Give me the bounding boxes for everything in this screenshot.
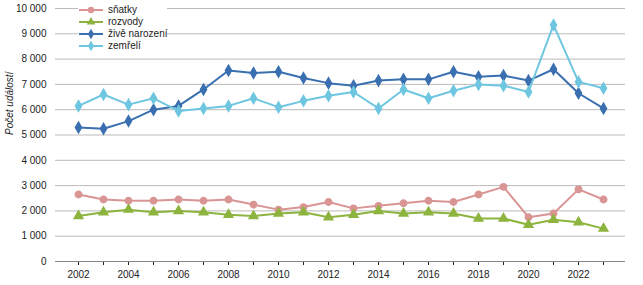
svg-text:2012: 2012	[317, 269, 340, 280]
svg-text:4 000: 4 000	[21, 155, 46, 166]
svg-text:6 000: 6 000	[21, 104, 46, 115]
svg-text:7 000: 7 000	[21, 79, 46, 90]
svg-text:9 000: 9 000	[21, 28, 46, 39]
svg-text:2002: 2002	[67, 269, 90, 280]
svg-text:0: 0	[41, 256, 47, 267]
html-text:živě narození: živě narození	[108, 28, 168, 39]
html-text:zemřelí: zemřelí	[108, 40, 141, 51]
svg-text:2022: 2022	[567, 269, 590, 280]
svg-text:2010: 2010	[267, 269, 290, 280]
svg-text:5 000: 5 000	[21, 129, 46, 140]
svg-text:8 000: 8 000	[21, 53, 46, 64]
html-text:sňatky: sňatky	[108, 4, 137, 15]
svg-text:2016: 2016	[417, 269, 440, 280]
svg-text:2004: 2004	[117, 269, 140, 280]
html-text:rozvody: rozvody	[108, 16, 143, 27]
svg-text:3 000: 3 000	[21, 180, 46, 191]
svg-text:2006: 2006	[167, 269, 190, 280]
svg-text:2008: 2008	[217, 269, 240, 280]
svg-text:Počet událostí: Počet událostí	[4, 70, 15, 135]
svg-text:2018: 2018	[467, 269, 490, 280]
svg-text:1 000: 1 000	[21, 230, 46, 241]
svg-text:2 000: 2 000	[21, 205, 46, 216]
svg-text:2020: 2020	[517, 269, 540, 280]
svg-text:10 000: 10 000	[16, 3, 47, 14]
svg-text:2014: 2014	[367, 269, 390, 280]
